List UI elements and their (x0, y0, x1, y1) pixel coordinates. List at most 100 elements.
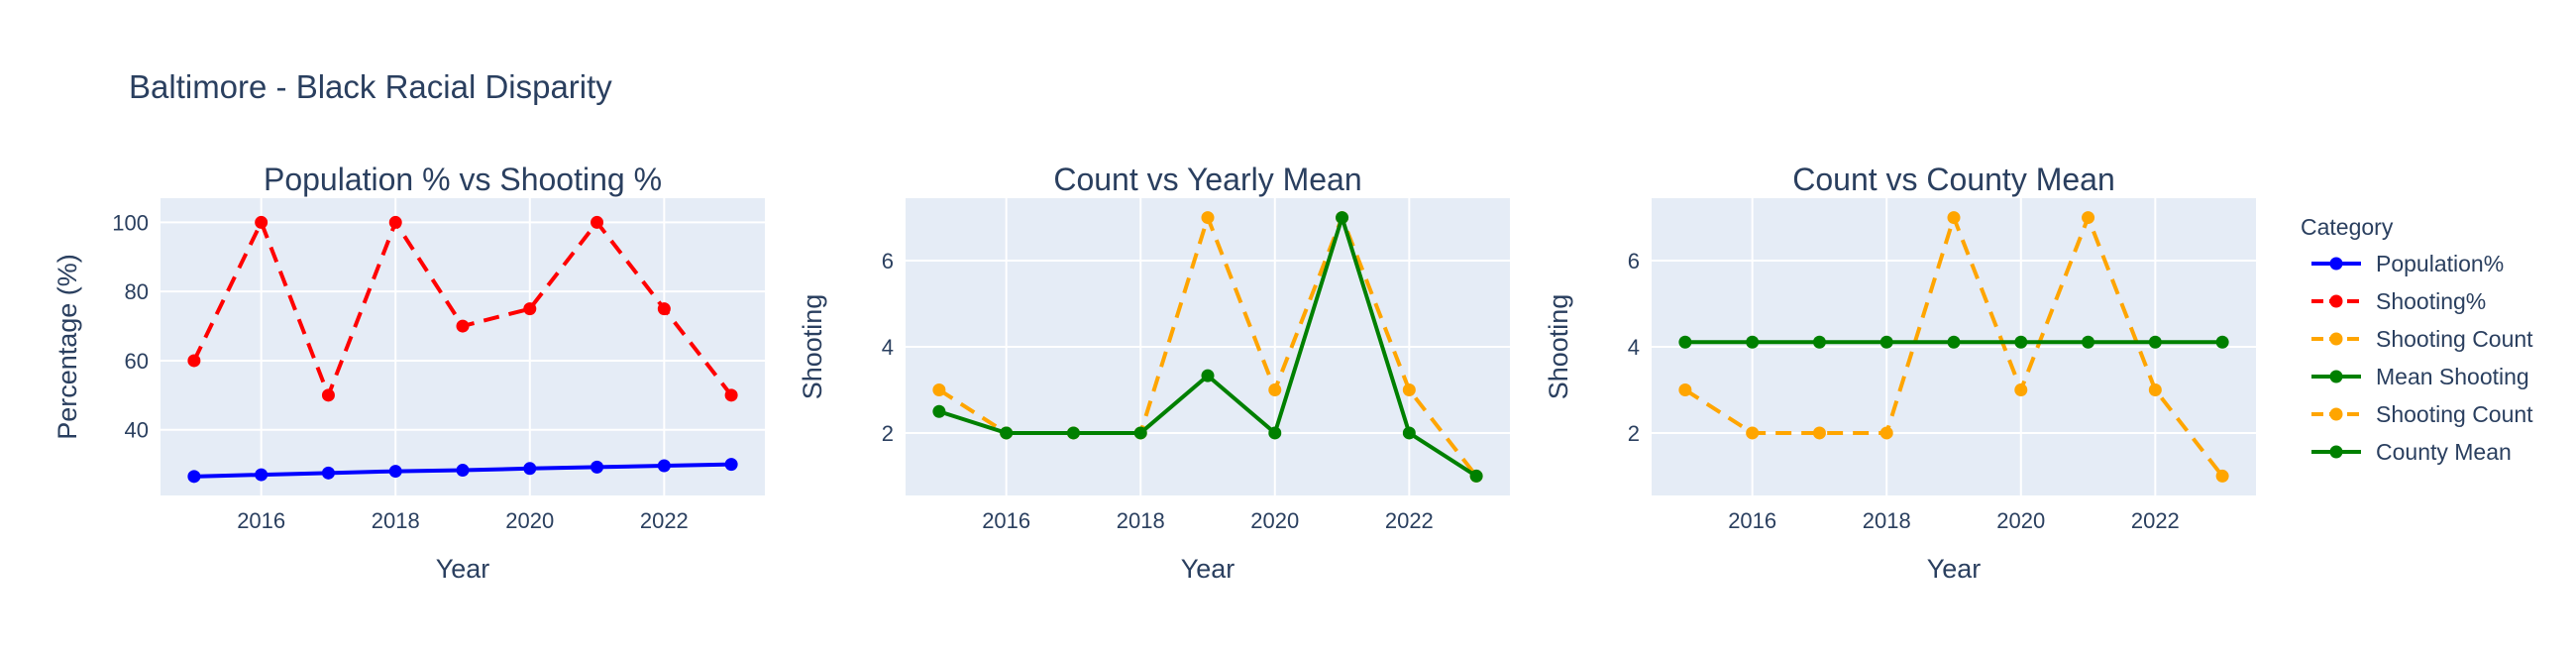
legend-item[interactable]: County Mean (2311, 439, 2512, 465)
data-point (2148, 335, 2162, 349)
x-tick-label: 2022 (1385, 508, 1434, 533)
x-tick-label: 2022 (640, 508, 689, 533)
x-tick-label: 2020 (1250, 508, 1299, 533)
data-point (1678, 382, 1692, 396)
data-point (523, 302, 537, 316)
y-tick-label: 2 (1628, 421, 1640, 446)
subplot-2: 2016 2018 2020 2022 2 4 6 Count vs Yearly Mean Y… (798, 162, 1510, 584)
subplot-1: 2016 2018 2020 2022 40 60 80 100 Population % vs… (53, 162, 765, 584)
data-point (932, 404, 946, 418)
data-point (187, 354, 201, 368)
legend-label: Population% (2376, 251, 2504, 276)
y-tick-label: 2 (882, 421, 894, 446)
subplot-3: 2016 2018 2020 2022 2 4 6 Count vs County Mean Y… (1544, 162, 2256, 584)
y-tick-label: 60 (125, 349, 149, 374)
data-point (1812, 426, 1826, 440)
x-tick-label: 2020 (505, 508, 554, 533)
y-axis-label: Shooting (1544, 294, 1573, 400)
x-tick-label: 2020 (1996, 508, 2045, 533)
data-point (1678, 335, 1692, 349)
data-point (321, 388, 335, 402)
x-axis-label: Year (436, 554, 490, 584)
x-tick-label: 2018 (372, 508, 420, 533)
data-point (590, 215, 604, 229)
y-tick-label: 4 (882, 335, 894, 360)
legend-swatch-marker (2329, 332, 2343, 346)
y-tick-label: 4 (1628, 335, 1640, 360)
data-point (1268, 426, 1282, 440)
data-point (1336, 211, 1349, 225)
data-point (388, 465, 402, 479)
legend-swatch-marker (2329, 257, 2343, 271)
x-axis-label: Year (1181, 554, 1235, 584)
x-axis-label: Year (1927, 554, 1982, 584)
y-axis-label: Percentage (%) (53, 254, 82, 440)
data-point (2215, 469, 2229, 483)
data-point (932, 382, 946, 396)
data-point (2014, 382, 2028, 396)
legend[interactable]: Category Population% Shooting% Shooting Co… (2301, 214, 2533, 465)
data-point (255, 215, 268, 229)
y-tick-label: 100 (112, 210, 149, 235)
legend-label: Mean Shooting (2376, 364, 2529, 389)
legend-swatch-marker (2329, 407, 2343, 421)
series-county-mean (1678, 335, 2229, 349)
subplots: 2016 2018 2020 2022 40 60 80 100 Population % vs… (53, 162, 2256, 584)
series-population- (187, 458, 738, 484)
y-axis-label: Shooting (798, 294, 827, 400)
data-point (321, 466, 335, 480)
series-shooting-count (1678, 211, 2229, 483)
data-point (2082, 211, 2095, 225)
data-point (1402, 382, 1416, 396)
x-tick-label: 2016 (1728, 508, 1776, 533)
data-point (1879, 335, 1893, 349)
subplot-title: Count vs Yearly Mean (1053, 162, 1361, 197)
data-point (1133, 426, 1147, 440)
data-point (523, 462, 537, 476)
legend-item[interactable]: Mean Shooting (2311, 364, 2529, 389)
x-tick-label: 2016 (982, 508, 1030, 533)
data-point (724, 458, 738, 472)
legend-item[interactable]: Population% (2311, 251, 2504, 276)
legend-item[interactable]: Shooting Count (2311, 326, 2533, 352)
data-point (1066, 426, 1080, 440)
data-point (2215, 335, 2229, 349)
data-point (1947, 211, 1961, 225)
legend-item[interactable]: Shooting% (2311, 288, 2486, 314)
y-tick-label: 6 (882, 249, 894, 273)
data-point (2082, 335, 2095, 349)
legend-swatch-marker (2329, 294, 2343, 308)
data-point (1947, 335, 1961, 349)
data-point (1402, 426, 1416, 440)
data-point (590, 460, 604, 474)
legend-label: Shooting% (2376, 288, 2486, 314)
data-point (1000, 426, 1014, 440)
data-point (255, 468, 268, 482)
data-point (657, 459, 671, 473)
x-tick-label: 2018 (1863, 508, 1911, 533)
subplot-title: Population % vs Shooting % (264, 162, 662, 197)
x-tick-label: 2022 (2131, 508, 2180, 533)
y-tick-label: 80 (125, 279, 149, 304)
data-point (456, 464, 470, 478)
data-point (456, 319, 470, 333)
data-point (1201, 211, 1215, 225)
data-point (2148, 382, 2162, 396)
legend-item[interactable]: Shooting Count (2311, 401, 2533, 427)
data-point (1746, 426, 1760, 440)
legend-label: County Mean (2376, 439, 2512, 465)
y-tick-label: 40 (125, 418, 149, 443)
data-point (1201, 369, 1215, 382)
legend-title: Category (2301, 214, 2394, 240)
x-tick-label: 2016 (237, 508, 285, 533)
legend-swatch-marker (2329, 370, 2343, 383)
data-point (1879, 426, 1893, 440)
data-point (1469, 469, 1483, 483)
legend-label: Shooting Count (2376, 401, 2533, 427)
legend-label: Shooting Count (2376, 326, 2533, 352)
data-point (187, 470, 201, 484)
data-point (1746, 335, 1760, 349)
data-point (388, 215, 402, 229)
x-tick-label: 2018 (1117, 508, 1165, 533)
